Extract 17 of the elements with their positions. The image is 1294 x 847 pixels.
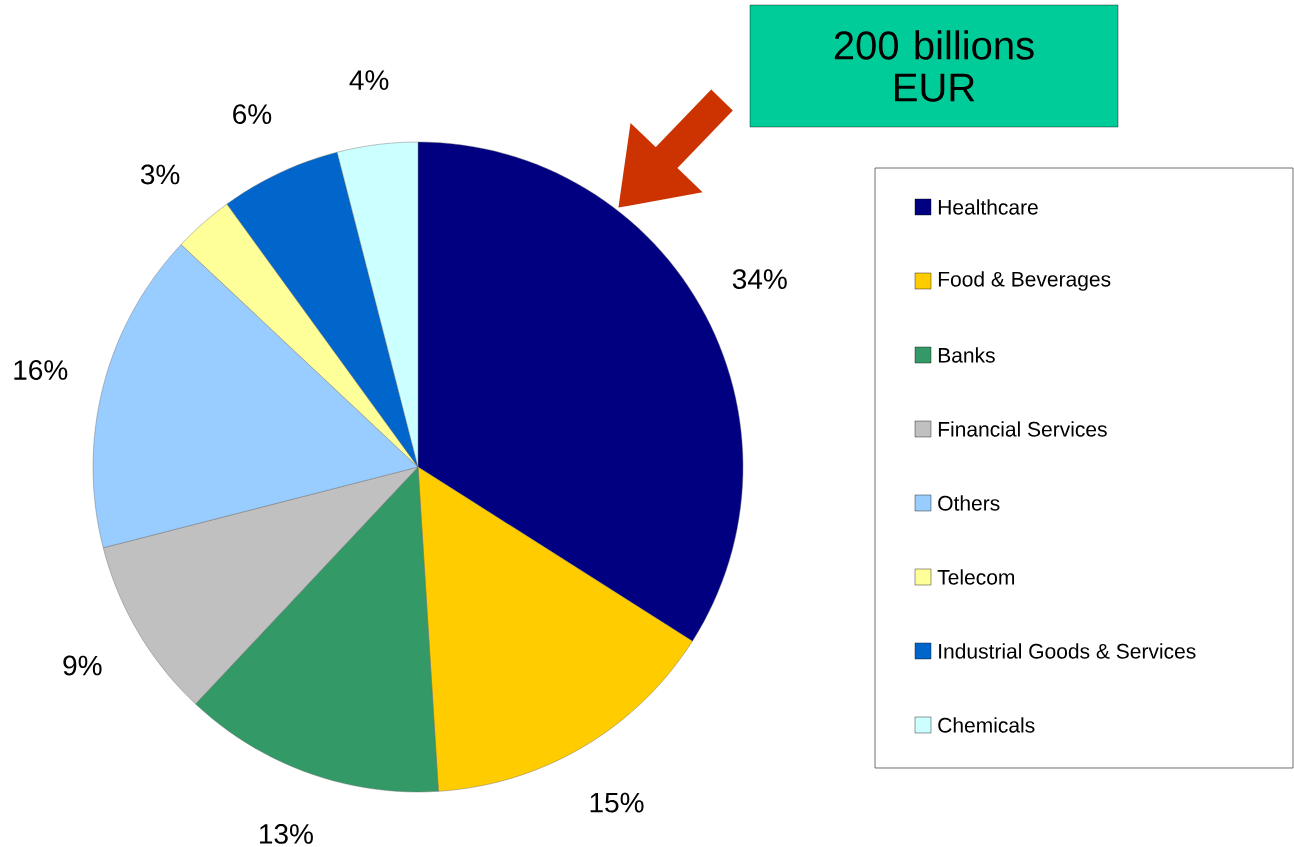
legend-label: Food & Beverages xyxy=(938,271,1111,291)
data-label: 9% xyxy=(63,655,102,676)
legend-label: Others xyxy=(938,495,1000,511)
data-label: 34% xyxy=(732,269,787,289)
data-label: 3% xyxy=(140,164,180,185)
data-label: 13% xyxy=(260,823,313,844)
legend-label: Industrial Goods & Services xyxy=(939,643,1196,659)
data-label: 6% xyxy=(233,104,272,124)
data-label: 15% xyxy=(590,792,644,813)
legend-label: Banks xyxy=(938,347,995,363)
legend-label: Financial Services xyxy=(938,421,1107,437)
text: 200 billions EUR xyxy=(834,30,1034,102)
data-label: 16% xyxy=(14,360,68,380)
legend-label: Healthcare xyxy=(938,199,1038,215)
data-label: 4% xyxy=(349,70,389,90)
legend-label: Chemicals xyxy=(938,717,1035,733)
legend-label: Telecom xyxy=(937,569,1015,585)
